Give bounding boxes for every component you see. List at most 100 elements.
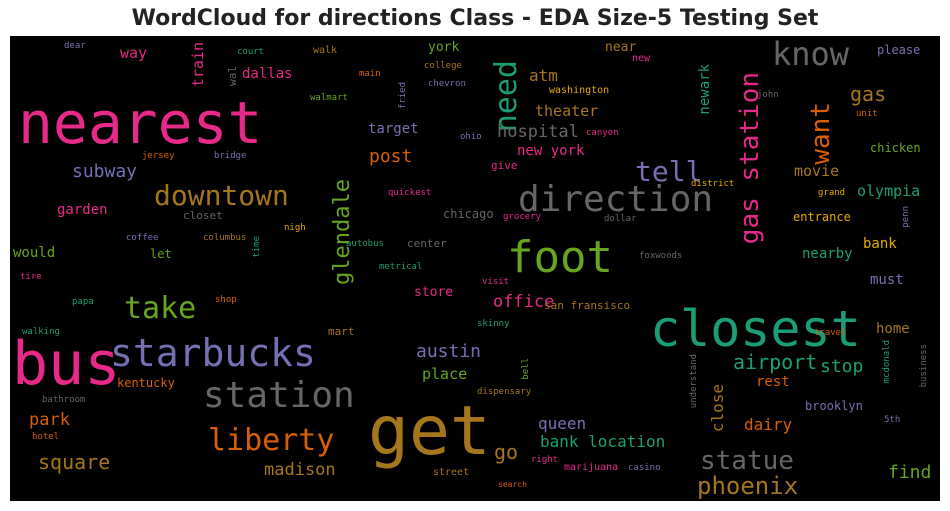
word: downtown	[154, 179, 289, 212]
word: main	[359, 69, 381, 79]
word: target	[368, 121, 419, 137]
word: park	[29, 410, 70, 430]
word: statue	[700, 446, 794, 476]
word: starbucks	[110, 331, 316, 375]
word: dispensary	[477, 387, 532, 397]
word: find	[888, 462, 932, 483]
chart-title: WordCloud for directions Class - EDA Siz…	[131, 6, 819, 31]
word: walmart	[310, 93, 348, 103]
word: train	[189, 42, 207, 88]
word: let	[150, 247, 172, 261]
word: liberty	[208, 423, 335, 458]
word: know	[772, 36, 850, 73]
word: papa	[72, 297, 94, 307]
word: movie	[794, 162, 840, 180]
word: airport	[733, 350, 818, 374]
word: give	[491, 159, 518, 172]
word: nearby	[802, 246, 853, 262]
word: new	[632, 53, 651, 64]
word: travel	[814, 328, 847, 338]
word: near	[605, 40, 637, 55]
word: hospital	[497, 122, 579, 142]
word: newark	[697, 64, 713, 115]
word: washington	[549, 85, 610, 96]
word: john	[757, 90, 779, 100]
word: office	[493, 292, 555, 312]
word: bathroom	[42, 395, 86, 405]
word: direction	[518, 179, 714, 220]
word: post	[369, 146, 413, 167]
word: queen	[538, 414, 587, 433]
word: entrance	[793, 210, 851, 224]
word: phoenix	[697, 472, 799, 500]
word: bank location	[540, 432, 666, 451]
word: canyon	[586, 128, 619, 138]
word: grocery	[503, 212, 541, 222]
word: ohio	[460, 132, 482, 142]
word: station	[203, 375, 355, 416]
word: tire	[20, 272, 42, 282]
word: get	[368, 392, 491, 471]
word: foxwoods	[639, 251, 683, 261]
word: subway	[72, 161, 138, 182]
word: must	[870, 272, 904, 288]
word: autobus	[346, 239, 384, 249]
word: coffee	[126, 233, 159, 243]
word: right	[531, 455, 559, 465]
word: home	[876, 321, 910, 337]
word: bus	[12, 329, 121, 399]
word: center	[407, 237, 447, 250]
word: time	[252, 236, 262, 258]
word: hotel	[32, 432, 60, 442]
word: chevron	[428, 79, 466, 89]
word: york	[428, 40, 460, 55]
word: would	[13, 245, 56, 261]
word: kentucky	[117, 376, 175, 390]
word: close	[708, 384, 727, 433]
word: quickest	[388, 188, 432, 198]
word: dallas	[242, 66, 293, 82]
word: visit	[482, 277, 510, 287]
word: want	[806, 102, 836, 165]
word: olympia	[857, 182, 921, 200]
word: glendale	[330, 179, 355, 285]
word: court	[237, 47, 265, 57]
word: bank	[863, 236, 897, 252]
word: square	[38, 450, 111, 474]
word: walking	[22, 327, 60, 337]
word: bell	[521, 358, 531, 380]
word: skinny	[477, 319, 510, 329]
word: tell	[635, 155, 703, 188]
word: chicken	[870, 141, 921, 155]
word: austin	[416, 341, 482, 362]
word: dairy	[744, 415, 793, 434]
word: madison	[264, 460, 336, 480]
word-cloud: nearest bus get closest foot direction s…	[10, 36, 940, 501]
word: 5th	[884, 415, 901, 425]
word: mart	[328, 325, 355, 338]
word: fried	[398, 82, 408, 110]
word: unit	[856, 109, 878, 119]
word: marijuana	[564, 462, 619, 473]
word: wal	[226, 66, 239, 86]
word: atm	[529, 66, 558, 85]
word: theater	[535, 102, 599, 120]
word: casino	[628, 463, 661, 473]
word: college	[424, 61, 462, 71]
word: brooklyn	[805, 399, 863, 413]
word: stop	[820, 356, 864, 377]
word: mcdonald	[882, 340, 892, 384]
word: dear	[64, 41, 86, 51]
word: search	[498, 480, 527, 489]
word: closest	[650, 300, 861, 358]
word: nearest	[18, 89, 263, 157]
word: jersey	[142, 151, 175, 161]
word: store	[414, 285, 454, 300]
word: way	[120, 44, 148, 62]
word: chicago	[443, 207, 494, 221]
word: please	[877, 43, 921, 57]
word: go	[494, 440, 519, 464]
word: place	[422, 365, 468, 383]
word: penn	[901, 206, 911, 228]
word: gas	[850, 82, 887, 106]
